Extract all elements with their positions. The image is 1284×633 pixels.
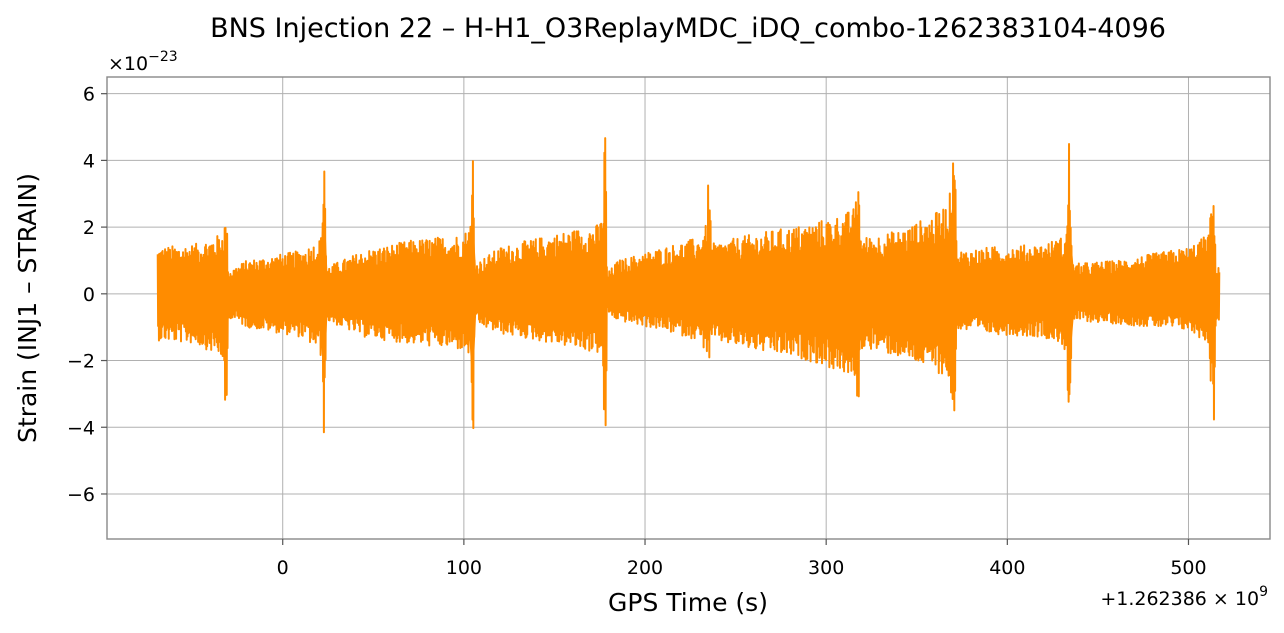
strain-core-band [157,189,1220,392]
y-axis-label: Strain (INJ1 – STRAIN) [13,173,42,443]
y-multiplier-label: ×10−23 [108,49,178,75]
y-tick-label: 0 [83,284,95,306]
y-tick-label: −6 [67,484,95,506]
plot-frame [106,76,1271,540]
y-tick-label: −4 [67,417,95,439]
axis-ticks: 0 100 200 300 400 500 6 4 2 0 −2 −4 −6 [67,84,1207,579]
y-tick-label: −2 [67,351,95,373]
x-tick-label: 400 [989,557,1025,579]
strain-series [156,137,1221,434]
y-tick-label: 4 [83,150,95,172]
x-tick-label: 200 [627,557,663,579]
x-tick-label: 300 [808,557,844,579]
y-tick-label: 2 [83,217,95,239]
chart-title: BNS Injection 22 – H-H1_O3ReplayMDC_iDQ_… [210,13,1166,44]
x-tick-label: 0 [277,557,289,579]
x-axis-label: GPS Time (s) [608,588,768,617]
x-tick-label: 100 [446,557,482,579]
y-tick-label: 6 [83,84,95,106]
x-offset-label: +1.262386 × 109 [1100,584,1268,610]
x-tick-label: 500 [1170,557,1206,579]
